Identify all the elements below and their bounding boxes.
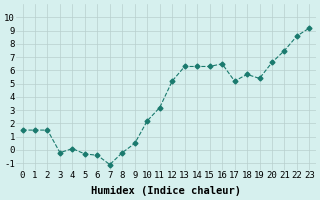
X-axis label: Humidex (Indice chaleur): Humidex (Indice chaleur) <box>91 186 241 196</box>
